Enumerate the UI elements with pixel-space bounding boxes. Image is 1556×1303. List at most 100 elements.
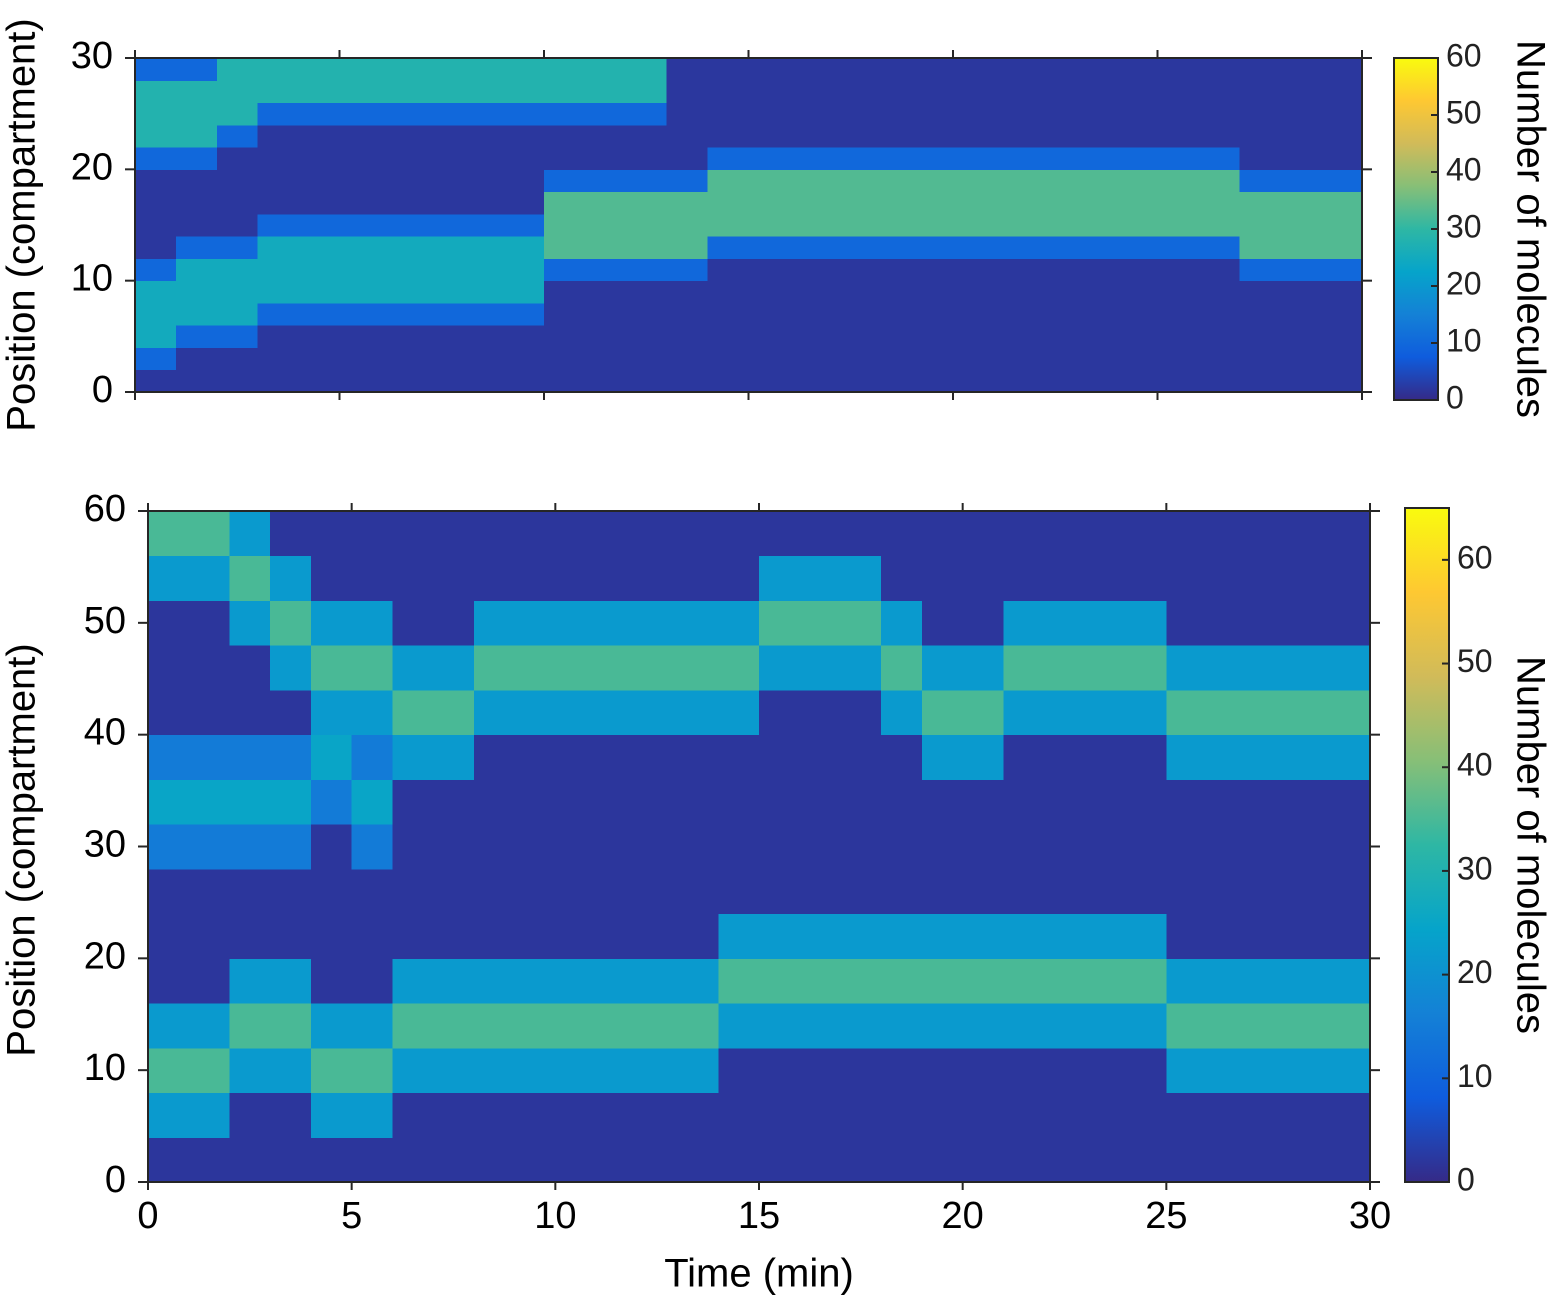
cell [953,347,995,371]
cell [421,369,463,393]
cell [1044,958,1086,1004]
cell [748,347,790,371]
cell [799,511,841,557]
cell [830,325,872,348]
cell [339,169,381,193]
cell [148,600,190,646]
cell [718,1047,760,1094]
cell [503,325,545,348]
cell [433,824,475,870]
cell [135,124,177,148]
cell [840,734,882,780]
cell [953,302,995,326]
cell [830,302,872,326]
cell [1157,213,1199,237]
cell [1003,868,1045,915]
cell [993,302,1036,326]
cell [462,124,504,148]
cell [555,645,597,691]
cell [1280,124,1322,148]
cell [473,555,516,601]
cell [584,124,627,148]
cell [759,1003,801,1049]
cell [584,80,627,104]
cell [1075,369,1118,393]
cell [188,734,230,780]
cell [748,280,790,304]
cell [881,511,923,557]
cell [1207,958,1249,1004]
cell [351,824,393,870]
y-tick-label: 0 [105,1159,126,1201]
cell [135,102,177,126]
cell [462,80,504,104]
cell [1075,325,1118,348]
cell [1207,1047,1249,1094]
cell [351,1047,393,1094]
cell [1034,302,1077,326]
cell [514,868,556,915]
cell [666,258,709,282]
cell [1280,347,1322,371]
cell [1166,913,1208,959]
cell [257,58,300,81]
cell [718,779,760,825]
cell [1116,347,1158,371]
cell [544,369,586,393]
cell [270,511,312,557]
cell [175,236,218,259]
cell [707,325,749,348]
cell [921,913,964,959]
cell [1084,1047,1127,1094]
colorbar [1393,57,1439,401]
cell [1075,124,1118,148]
cell [310,1092,353,1138]
cell [229,689,271,736]
cell [748,169,790,193]
cell [175,302,218,326]
cell [503,213,545,237]
cell [993,169,1036,193]
cell [1207,689,1249,736]
cell [799,1003,841,1049]
cell [148,555,190,601]
cell [339,58,381,81]
cell [962,645,1004,691]
cell [216,213,259,237]
cell [148,824,190,870]
cell [953,191,995,215]
cell [1034,347,1077,371]
y-tick-label: 20 [84,935,126,977]
cell [1044,734,1086,780]
cell [135,302,177,326]
cell [993,147,1036,170]
cell [1003,1092,1045,1138]
cell [993,213,1036,237]
cell [799,779,841,825]
cell [351,1003,393,1049]
cell [298,102,340,126]
cell [339,80,381,104]
cell [257,169,300,193]
cell [1239,347,1281,371]
cell [1247,600,1290,646]
cell [718,824,760,870]
cell [1280,102,1322,126]
cell [1044,779,1086,825]
cell [666,124,709,148]
cell [1034,147,1077,170]
cell [799,958,841,1004]
cell [339,147,381,170]
cell [1321,191,1363,215]
cell [1157,369,1199,393]
cell [840,600,882,646]
cell [912,80,954,104]
cell [881,958,923,1004]
cell [1075,191,1118,215]
cell [707,236,749,259]
cell [392,555,434,601]
colorbar [1404,507,1450,1183]
cell [229,555,271,601]
cell [473,779,516,825]
cell [298,258,340,282]
